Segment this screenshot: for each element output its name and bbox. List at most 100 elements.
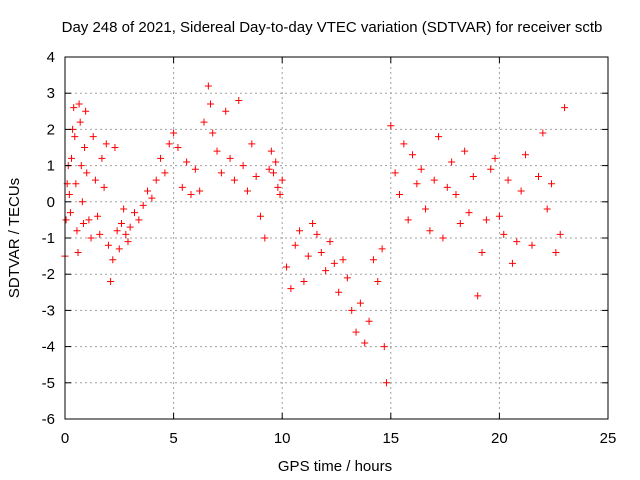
y-tick-label: -3 [42, 302, 55, 319]
data-point [272, 158, 280, 166]
data-point [252, 172, 260, 180]
data-point [517, 187, 525, 195]
data-point [170, 129, 178, 137]
data-point [361, 339, 369, 347]
data-point [417, 165, 425, 173]
data-point [474, 292, 482, 300]
x-tick-label: 5 [169, 430, 177, 447]
data-point [144, 187, 152, 195]
data-point [65, 191, 73, 199]
data-point [348, 306, 356, 314]
data-point [330, 259, 338, 267]
data-point [380, 343, 388, 351]
data-point [352, 328, 360, 336]
data-point [422, 205, 430, 213]
data-point [409, 151, 417, 159]
data-point [487, 165, 495, 173]
y-tick-label: -2 [42, 266, 55, 283]
data-point [122, 230, 130, 238]
data-point [482, 216, 490, 224]
data-point [115, 245, 123, 253]
data-point [500, 230, 508, 238]
data-point [107, 277, 115, 285]
y-tick-label: 0 [47, 194, 55, 211]
data-point [469, 172, 477, 180]
data-point [356, 299, 364, 307]
data-point [131, 209, 139, 217]
data-point [313, 230, 321, 238]
data-point [326, 238, 334, 246]
data-point [62, 216, 70, 224]
data-point [426, 227, 434, 235]
data-point [165, 140, 173, 148]
data-point [513, 238, 521, 246]
data-point [261, 234, 269, 242]
data-point [456, 220, 464, 228]
data-point [82, 107, 90, 115]
y-tick-label: 3 [47, 85, 55, 102]
data-point [283, 263, 291, 271]
y-tick-label: -6 [42, 411, 55, 428]
data-point [139, 201, 147, 209]
data-point [528, 241, 536, 249]
grid-layer [65, 57, 608, 419]
data-point [76, 118, 84, 126]
data-point [157, 154, 165, 162]
data-point [68, 154, 76, 162]
data-point [148, 194, 156, 202]
data-point [382, 379, 390, 387]
data-point [548, 180, 556, 188]
data-point [267, 147, 275, 155]
data-point [335, 288, 343, 296]
data-point [365, 317, 373, 325]
data-point [343, 274, 351, 282]
data-point [521, 151, 529, 159]
data-point [235, 96, 243, 104]
data-point [75, 100, 83, 108]
data-point [161, 169, 169, 177]
data-point [204, 82, 212, 90]
data-point [209, 129, 217, 137]
data-point [552, 248, 560, 256]
data-point [113, 227, 121, 235]
data-point [309, 220, 317, 228]
data-point [304, 252, 312, 260]
data-point [196, 187, 204, 195]
data-point [87, 234, 95, 242]
x-tick-label: 15 [382, 430, 399, 447]
data-point [74, 248, 82, 256]
axes-layer [64, 56, 609, 420]
data-point [276, 191, 284, 199]
y-axis-label: SDTVAR / TECUs [6, 178, 23, 298]
data-point [508, 259, 516, 267]
data-point [270, 169, 278, 177]
tick-labels: 0 5 10 15 20 25 -6 -5 -4 -3 -2 -1 0 1 2 3 4 [42, 49, 617, 447]
data-point [435, 133, 443, 141]
data-point [539, 129, 547, 137]
y-tick-label: -1 [42, 230, 55, 247]
data-point [226, 154, 234, 162]
data-point [387, 122, 395, 130]
data-point [478, 248, 486, 256]
data-point [339, 256, 347, 264]
data-point [124, 238, 132, 246]
x-tick-label: 25 [600, 430, 617, 447]
data-point [111, 144, 119, 151]
y-tick-label: 1 [47, 158, 55, 175]
data-point [534, 172, 542, 180]
data-point [443, 183, 451, 191]
data-point [98, 154, 106, 162]
data-point [300, 277, 308, 285]
data-point [183, 158, 191, 166]
data-point [100, 183, 108, 191]
data-point [296, 227, 304, 235]
data-point [109, 256, 117, 264]
y-tick-label: 2 [47, 121, 55, 138]
data-point [230, 176, 238, 184]
data-point [85, 216, 93, 224]
data-point [322, 267, 330, 275]
data-point [73, 227, 81, 235]
data-point [77, 162, 85, 170]
